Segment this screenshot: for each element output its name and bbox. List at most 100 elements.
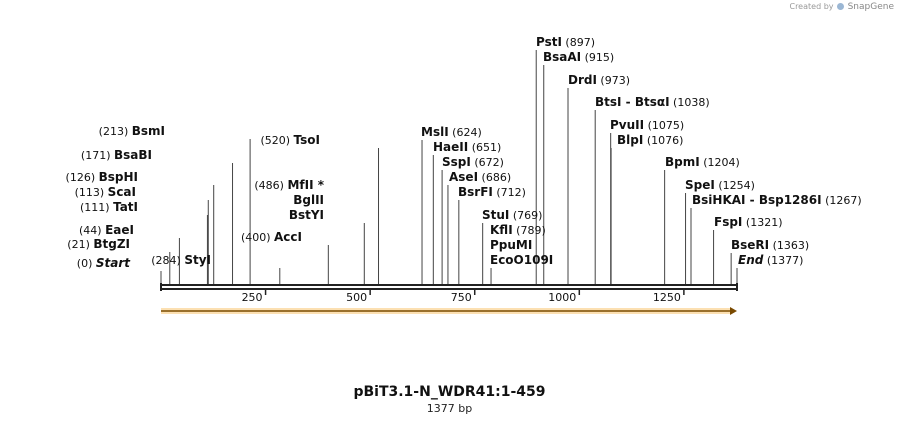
site-position: (1267) [822, 194, 862, 207]
site-position: (1363) [769, 239, 809, 252]
site-name: PvuII [610, 118, 644, 132]
site-position: (213) [99, 125, 132, 138]
site-label: FspI (1321) [714, 215, 782, 229]
site-label: (44) EaeI [79, 223, 134, 237]
site-label: (0) Start [77, 256, 131, 270]
site-label: PpuMI [490, 238, 532, 252]
site-label: BseRI (1363) [731, 238, 809, 252]
scale-tick-label: 500 [346, 291, 367, 304]
site-position: (486) [254, 179, 287, 192]
sequence-length-label: 1377 bp [426, 402, 473, 415]
site-label: PstI (897) [536, 35, 595, 49]
site-position: (789) [513, 224, 546, 237]
site-name: TatI [113, 200, 138, 214]
scale-ticks: 250 500 750 1000 1250 [242, 289, 685, 304]
site-name: TsoI [294, 133, 320, 147]
site-name: FspI [714, 215, 742, 229]
site-name: BlpI [617, 133, 643, 147]
site-name: PstI [536, 35, 562, 49]
site-label: MslI (624) [421, 125, 482, 139]
site-name: SspI [442, 155, 471, 169]
scale-tick-label: 250 [242, 291, 263, 304]
site-label: (113) ScaI [75, 185, 136, 199]
site-label: EcoO109I [490, 253, 553, 267]
site-position: (1377) [763, 254, 803, 267]
site-position: (0) [77, 257, 96, 270]
site-name: End [738, 253, 764, 267]
site-name: EaeI [105, 223, 134, 237]
site-label: BsiHKAI - Bsp1286I (1267) [692, 193, 862, 207]
site-label: (400) AccI [241, 230, 302, 244]
site-name: BsaBI [114, 148, 152, 162]
map-title-block: pBiT3.1-N_WDR41:1-459 1377 bp [0, 384, 899, 415]
site-name: BsaAI [543, 50, 581, 64]
site-name: AccI [274, 230, 302, 244]
site-label: BpmI (1204) [665, 155, 740, 169]
site-label: BsaAI (915) [543, 50, 614, 64]
site-name: MfII [287, 178, 313, 192]
site-name: BsmI [132, 124, 165, 138]
site-position: (1075) [644, 119, 684, 132]
snapgene-credit: Created by SnapGene [789, 2, 894, 12]
site-position: (1038) [670, 96, 710, 109]
site-name: BsrFI [458, 185, 493, 199]
site-name: BtgZI [93, 237, 130, 251]
scale-tick-label: 1250 [653, 291, 681, 304]
site-position: (897) [562, 36, 595, 49]
site-position: (126) [66, 171, 99, 184]
site-position: (400) [241, 231, 274, 244]
map-title: pBiT3.1-N_WDR41:1-459 [353, 384, 546, 400]
site-label: SspI (672) [442, 155, 504, 169]
site-label: BstYI [289, 208, 324, 222]
site-name: SpeI [685, 178, 715, 192]
site-position: (651) [468, 141, 501, 154]
site-name: BsiHKAI - Bsp1286I [692, 193, 822, 207]
site-label: (284) StyI [151, 253, 211, 267]
site-name: EcoO109I [490, 253, 553, 267]
site-label: BglII [293, 193, 324, 207]
site-name: BseRI [731, 238, 769, 252]
site-label: StuI (769) [482, 208, 542, 222]
site-labels: (0) Start(21) BtgZI(44) EaeI(111) TatI(1… [66, 35, 862, 270]
site-position: (520) [260, 134, 293, 147]
site-label: AseI (686) [449, 170, 511, 184]
feature-arrow-head [730, 307, 737, 315]
site-label: BsrFI (712) [458, 185, 526, 199]
site-label: (520) TsoI [260, 133, 320, 147]
site-label: (213) BsmI [99, 124, 165, 138]
site-position: (769) [509, 209, 542, 222]
site-position: (624) [449, 126, 482, 139]
site-position: (284) [151, 254, 184, 267]
site-label: (486) MfII * [254, 178, 324, 192]
sequence-backbone [160, 283, 738, 291]
site-position: (915) [581, 51, 614, 64]
credit-prefix: Created by [789, 2, 834, 11]
site-label: HaeII (651) [433, 140, 501, 154]
site-label: (111) TatI [80, 200, 138, 214]
site-name: BpmI [665, 155, 700, 169]
site-name: DrdI [568, 73, 597, 87]
site-label: BtsI - BtsαI (1038) [595, 95, 710, 109]
site-label: (171) BsaBI [81, 148, 152, 162]
feature-arrow [161, 307, 737, 315]
credit-brand: SnapGene [847, 2, 894, 12]
site-star: * [314, 178, 325, 192]
scale-tick-label: 1000 [548, 291, 576, 304]
site-label: DrdI (973) [568, 73, 630, 87]
site-label: End (1377) [738, 253, 803, 267]
site-position: (1204) [700, 156, 740, 169]
site-name: ScaI [108, 185, 136, 199]
site-name: PpuMI [490, 238, 532, 252]
site-position: (712) [493, 186, 526, 199]
site-position: (672) [471, 156, 504, 169]
site-name: HaeII [433, 140, 468, 154]
site-leaders [160, 50, 738, 284]
site-position: (1254) [715, 179, 755, 192]
site-name: Start [96, 256, 131, 270]
site-name: StuI [482, 208, 509, 222]
site-name: StyI [184, 253, 211, 267]
site-name: KflI [490, 223, 513, 237]
site-position: (44) [79, 224, 105, 237]
site-position: (171) [81, 149, 114, 162]
